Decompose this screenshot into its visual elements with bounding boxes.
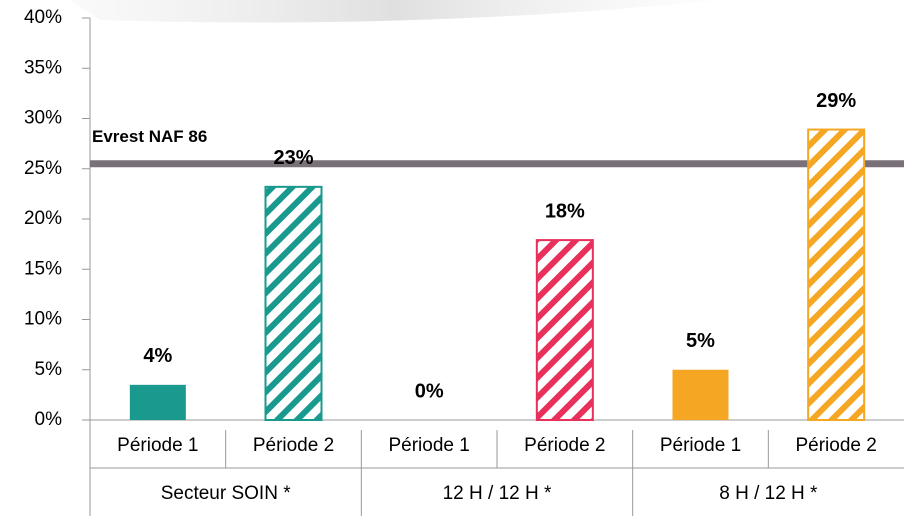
x-tick-label: Période 2 bbox=[524, 435, 605, 456]
group-label: 8 H / 12 H * bbox=[719, 483, 818, 504]
group-label: 12 H / 12 H * bbox=[443, 483, 552, 504]
y-tick-label: 20% bbox=[24, 208, 62, 229]
y-tick-label: 0% bbox=[35, 409, 63, 430]
y-tick-label: 35% bbox=[24, 57, 62, 78]
value-label: 4% bbox=[143, 345, 172, 367]
bar bbox=[264, 185, 323, 421]
group-label: Secteur SOIN * bbox=[161, 483, 291, 504]
bar bbox=[807, 128, 866, 421]
x-tick-label: Période 1 bbox=[660, 435, 741, 456]
y-tick-label: 10% bbox=[24, 309, 62, 330]
decoration bbox=[70, 0, 720, 23]
value-label: 23% bbox=[273, 147, 313, 169]
y-tick-label: 30% bbox=[24, 108, 62, 129]
value-label: 0% bbox=[415, 380, 444, 402]
value-label: 29% bbox=[816, 90, 856, 112]
bar bbox=[672, 369, 729, 420]
bar bbox=[129, 384, 186, 420]
value-label: 18% bbox=[545, 200, 585, 222]
y-tick-label: 15% bbox=[24, 258, 62, 279]
x-tick-label: Période 2 bbox=[795, 435, 876, 456]
value-label: 5% bbox=[686, 330, 715, 352]
reference-label: Evrest NAF 86 bbox=[92, 127, 207, 146]
x-tick-label: Période 1 bbox=[117, 435, 198, 456]
y-tick-label: 5% bbox=[35, 359, 63, 380]
y-tick-label: 40% bbox=[24, 7, 62, 28]
x-tick-label: Période 1 bbox=[388, 435, 469, 456]
x-tick-label: Période 2 bbox=[253, 435, 334, 456]
y-tick-label: 25% bbox=[24, 158, 62, 179]
bar bbox=[535, 239, 594, 421]
